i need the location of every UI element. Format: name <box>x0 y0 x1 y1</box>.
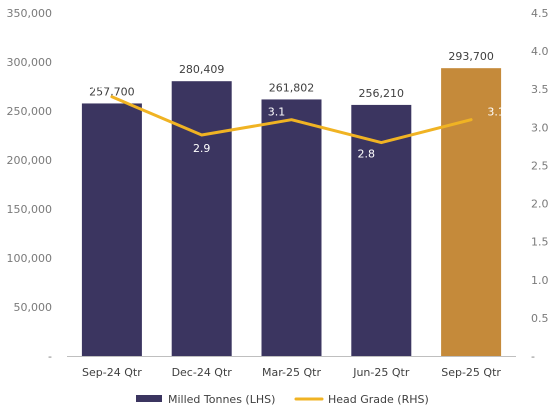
left-axis-tick-label: - <box>48 350 52 363</box>
x-axis-category-label: Sep-25 Qtr <box>441 366 501 379</box>
legend-label-milled-tonnes: Milled Tonnes (LHS) <box>168 393 275 406</box>
bar-value-label: 256,210 <box>359 87 405 100</box>
line-value-label: 2.9 <box>193 142 211 155</box>
right-axis-tick-label: 4.5 <box>531 7 549 20</box>
left-axis-tick-label: 50,000 <box>14 301 53 314</box>
bar-milled-tonnes <box>441 68 502 356</box>
bar-value-label: 261,802 <box>269 81 315 94</box>
bar-milled-tonnes <box>81 103 142 356</box>
line-value-label: 3.4 <box>88 81 106 94</box>
x-axis-category-label: Dec-24 Qtr <box>172 366 233 379</box>
line-head-grade <box>110 95 473 145</box>
x-axis-category-label: Jun-25 Qtr <box>352 366 410 379</box>
x-axis-category-label: Sep-24 Qtr <box>82 366 142 379</box>
bar-value-label: 293,700 <box>448 50 494 63</box>
left-axis-tick-label: 200,000 <box>7 154 53 167</box>
left-axis-tick-label: 150,000 <box>7 203 53 216</box>
right-axis-tick-label: 1.5 <box>531 236 549 249</box>
left-axis-tick-label: 350,000 <box>7 7 53 20</box>
bar-value-label: 257,700 <box>89 85 135 98</box>
left-axis-tick-label: 300,000 <box>7 56 53 69</box>
right-axis-tick-label: 0.5 <box>531 312 549 325</box>
left-axis-tick-label: 100,000 <box>7 252 53 265</box>
bar-milled-tonnes <box>261 99 322 357</box>
left-axis-tick-label: 250,000 <box>7 105 53 118</box>
bar-value-label: 280,409 <box>179 63 225 76</box>
right-axis-tick-label: 3.0 <box>531 121 549 134</box>
x-axis-category-label: Mar-25 Qtr <box>262 366 321 379</box>
legend-swatch-milled-tonnes <box>136 395 162 402</box>
legend-label-head-grade: Head Grade (RHS) <box>328 393 429 406</box>
right-axis-tick-label: 2.0 <box>531 198 549 211</box>
bar-milled-tonnes <box>171 81 232 356</box>
right-axis-tick-label: 1.0 <box>531 274 549 287</box>
line-value-label: 3.1 <box>487 106 505 119</box>
line-value-label: 2.8 <box>358 148 376 161</box>
right-axis-tick-label: 4.0 <box>531 45 549 58</box>
right-axis-tick-label: 3.5 <box>531 83 549 96</box>
right-axis-tick-label: 2.5 <box>531 159 549 172</box>
bar-milled-tonnes <box>351 104 412 356</box>
line-value-label: 3.1 <box>268 106 286 119</box>
right-axis-tick-label: - <box>531 350 535 363</box>
